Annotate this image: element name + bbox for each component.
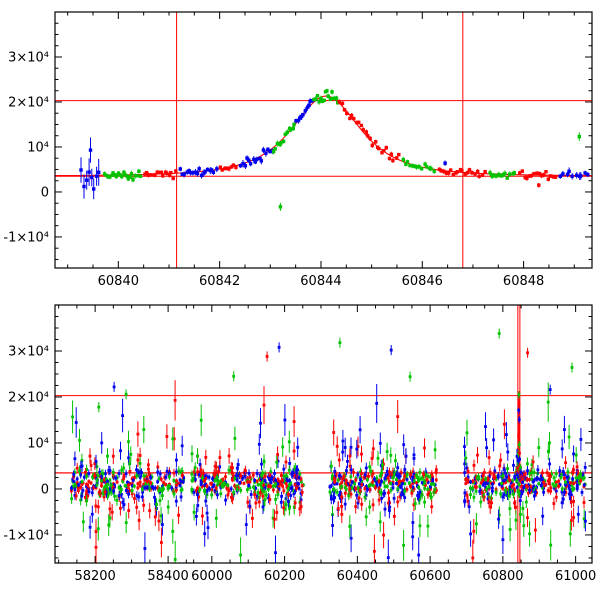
y-tick-label: 0 xyxy=(41,185,49,200)
y-tick-label: 3×10⁴ xyxy=(8,344,49,359)
axes: 58200 58400 60000 60200 60400 60600 60800 61000… xyxy=(3,304,596,584)
x-tick-label: 60842 xyxy=(199,274,240,289)
y-tick-label: -1×10⁴ xyxy=(3,230,49,245)
y-tick-label: -1×10⁴ xyxy=(3,528,49,543)
y-tick-label: 10⁴ xyxy=(27,140,49,155)
model-curve xyxy=(55,391,592,474)
full-survey-light-curve: 58200 58400 60000 60200 60400 60600 60800 61000… xyxy=(3,304,596,584)
axes: 60840 60842 60844 60846 60848 -1×10⁴ 0 10⁴ 2×10⁴… xyxy=(3,11,593,289)
x-tick-label: 61000 xyxy=(555,569,596,584)
y-tick-label: 2×10⁴ xyxy=(8,390,49,405)
x-tick-label: 60844 xyxy=(300,274,341,289)
x-tick-label: 60800 xyxy=(482,569,523,584)
x-tick-label: 60848 xyxy=(503,274,544,289)
x-tick-label: 60600 xyxy=(409,569,450,584)
x-tick-label: 60000 xyxy=(191,569,232,584)
x-tick-label: 60846 xyxy=(402,274,443,289)
x-tick-label: 60840 xyxy=(98,274,139,289)
reference-lines xyxy=(55,12,592,268)
x-tick-label: 60400 xyxy=(337,569,378,584)
event-zoom-light-curve: 60840 60842 60844 60846 60848 -1×10⁴ 0 10⁴ 2×10⁴… xyxy=(3,11,593,289)
y-tick-label: 0 xyxy=(41,482,49,497)
reference-lines xyxy=(55,305,592,563)
y-tick-label: 10⁴ xyxy=(27,436,49,451)
y-tick-label: 3×10⁴ xyxy=(8,50,49,65)
data-points xyxy=(70,328,587,563)
x-tick-label: 60200 xyxy=(264,569,305,584)
y-tick-label: 2×10⁴ xyxy=(8,95,49,110)
x-tick-label: 58200 xyxy=(74,569,115,584)
data-points xyxy=(79,88,590,211)
model-curve xyxy=(55,95,592,177)
x-tick-label: 58400 xyxy=(147,569,188,584)
